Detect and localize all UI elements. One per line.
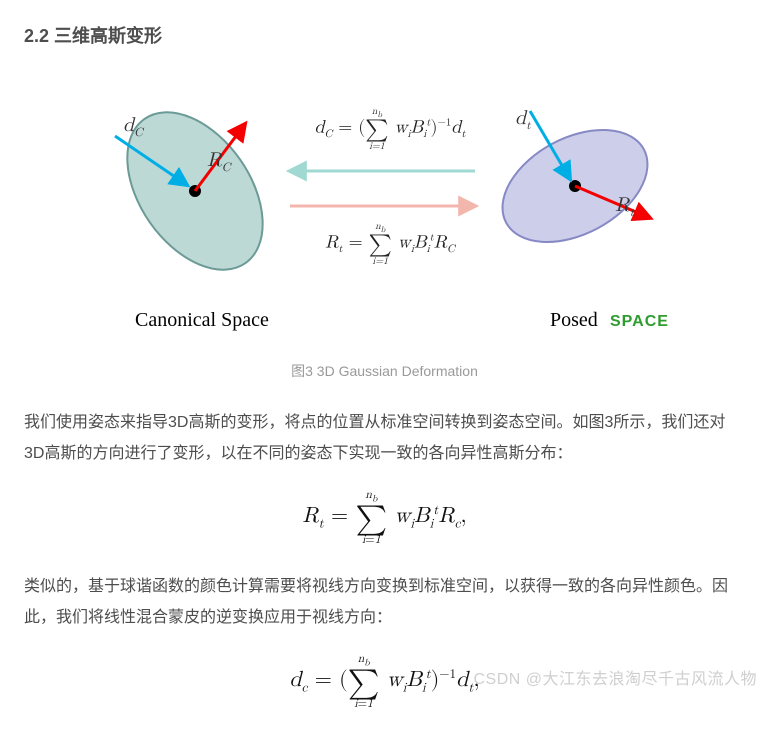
bottom-equation: Rt = nb∑i=1 wiBitRC	[300, 221, 480, 276]
paragraph-1: 我们使用姿态来指导3D高斯的变形，将点的位置从标准空间转换到姿态空间。如图3所示…	[24, 408, 745, 469]
canonical-space-label: Canonical Space	[135, 309, 269, 331]
equation-2: dc = (nb∑i=1 wiBit)−1dt,	[24, 653, 745, 710]
top-equation: dC = (nb∑i=1 wiBit)−1dt	[290, 106, 490, 161]
posed-space-green: SPACE	[610, 313, 669, 330]
paragraph-2: 类似的，基于球谐函数的颜色计算需要将视线方向变换到标准空间，以获得一致的各向异性…	[24, 572, 745, 633]
diagram-svg: dC RC dt Rt dC = (nb∑i=1 wiBit)−1dt	[75, 76, 695, 336]
dc-label: dC	[123, 115, 145, 139]
equation-1: Rt = nb∑i=1 wiBitRc,	[24, 489, 745, 546]
posed-label: Posed	[550, 309, 598, 331]
section-heading: 2.2 三维高斯变形	[24, 20, 745, 52]
figure-3: dC RC dt Rt dC = (nb∑i=1 wiBit)−1dt	[24, 76, 745, 347]
figure-caption: 图3 3D Gaussian Deformation	[24, 359, 745, 384]
